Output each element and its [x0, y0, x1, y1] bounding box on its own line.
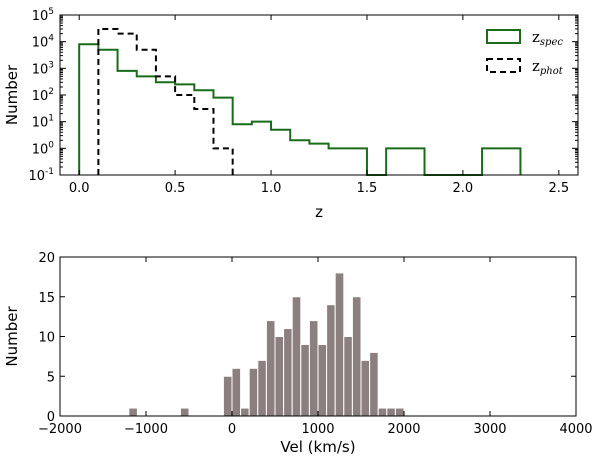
y-tick-label: 10	[38, 331, 55, 346]
velocity-bar	[360, 359, 371, 417]
velocity-bar	[394, 407, 405, 417]
series-spec-histogram	[78, 43, 522, 176]
velocity-bar	[128, 407, 138, 417]
x-tick-label: 2.0	[453, 181, 474, 196]
velocity-bar	[257, 359, 267, 417]
y-tick-label: 104	[32, 34, 55, 51]
y-tick-label: 102	[32, 87, 54, 104]
velocity-bar	[369, 351, 379, 417]
velocity-bar	[265, 320, 276, 417]
legend-swatch-phot	[486, 58, 521, 73]
velocity-bar	[351, 296, 362, 417]
velocity-bar	[248, 367, 259, 417]
y-tick-label: 5	[47, 370, 55, 385]
x-tick-label: 0.5	[165, 181, 186, 196]
y-tick-label: 15	[38, 291, 55, 306]
y-tick-label: 10-1	[28, 167, 54, 184]
velocity-bar	[240, 407, 250, 417]
y-axis-label: Number	[3, 306, 21, 367]
velocity-bar	[386, 407, 396, 417]
y-tick-label: 101	[32, 114, 54, 131]
velocity-bar	[300, 343, 310, 417]
velocity-bar	[377, 407, 388, 417]
velocity-bar	[326, 304, 336, 417]
y-tick-label: 0	[47, 410, 55, 425]
series-phot-histogram	[97, 27, 234, 175]
velocity-bar	[283, 328, 293, 417]
top-histogram-panel: 0.0 0.5 1.0 1.5 2.0 2.5 10-1 100 101 102 103 104 105…	[3, 7, 579, 221]
velocity-bar	[231, 367, 242, 417]
x-tick-label: −2000	[38, 422, 82, 437]
x-tick-label: −1000	[124, 422, 168, 437]
velocity-bar	[222, 375, 233, 417]
x-tick-label: 1.0	[261, 181, 282, 196]
x-tick-label: 0	[228, 422, 236, 437]
velocity-bar	[317, 343, 328, 417]
y-axis-label: Number	[3, 64, 21, 125]
y-tick-label: 103	[32, 60, 54, 77]
velocity-bar	[291, 296, 302, 417]
x-tick-label: 3000	[473, 422, 506, 437]
x-axis-label: z	[315, 203, 323, 221]
x-tick-label: 2.5	[548, 181, 569, 196]
x-tick-label: 1000	[301, 422, 334, 437]
velocity-bar	[308, 320, 319, 417]
legend-label-spec: zspec	[532, 28, 563, 48]
x-tick-label: 0.0	[69, 181, 90, 196]
y-tick-label: 100	[32, 140, 55, 157]
x-tick-label: 4000	[559, 422, 592, 437]
x-axis-label: Vel (km/s)	[280, 438, 355, 456]
legend-swatch-spec	[486, 29, 521, 44]
x-tick-label: 1.5	[357, 181, 378, 196]
velocity-bar	[343, 336, 353, 417]
x-tick-label: 2000	[387, 422, 420, 437]
y-tick-label: 20	[38, 251, 55, 266]
velocity-bar	[274, 336, 285, 417]
bottom-histogram-panel: −2000 −1000 0 1000 2000 3000 4000 0 5 10 15 20 Vel (…	[3, 251, 593, 456]
legend-label-phot: zphot	[532, 57, 564, 77]
velocity-bar	[334, 272, 345, 417]
velocity-bar	[179, 407, 190, 417]
y-tick-label: 105	[32, 7, 54, 24]
